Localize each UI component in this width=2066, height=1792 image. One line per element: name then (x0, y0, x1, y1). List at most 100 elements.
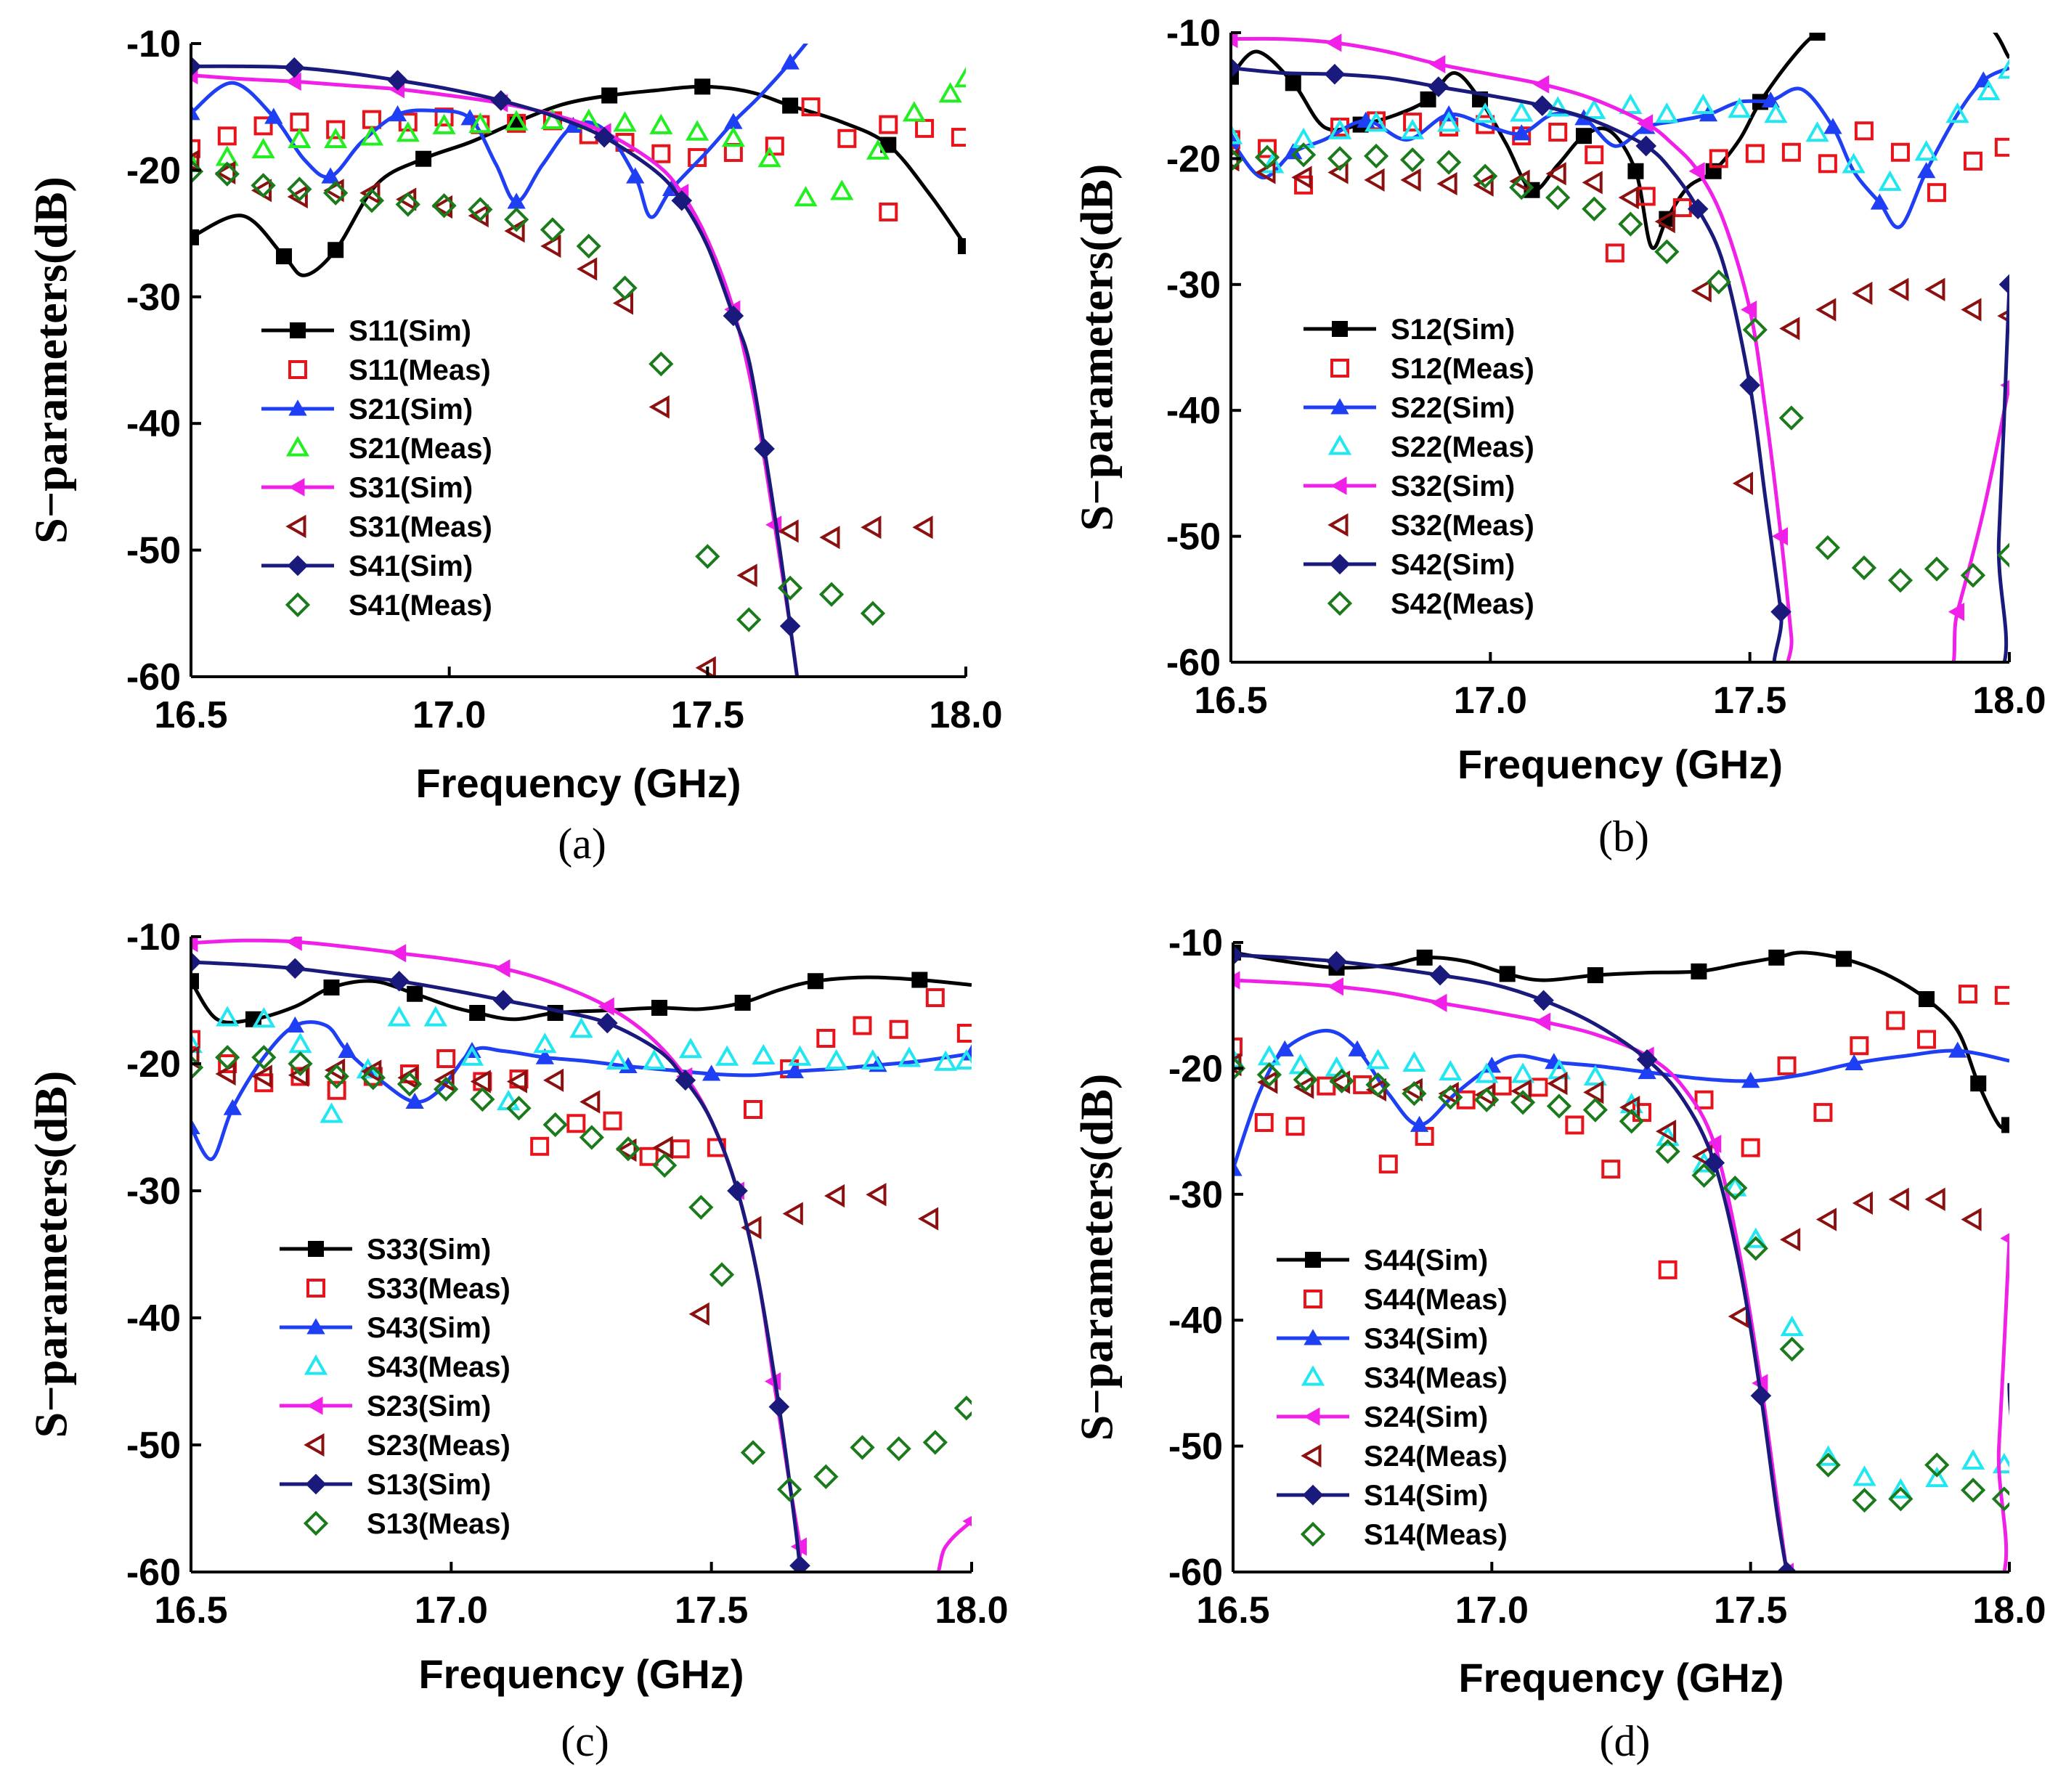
data-point (1428, 76, 1449, 97)
data-point (724, 113, 743, 129)
data-point (1473, 102, 1497, 123)
data-point (1365, 1072, 1391, 1098)
data-point (925, 988, 945, 1007)
data-point (1476, 115, 1495, 134)
data-point (1456, 1090, 1476, 1109)
data-point (880, 137, 897, 153)
data-point (830, 179, 854, 200)
data-point (191, 151, 203, 173)
data-point (1764, 102, 1788, 123)
data-point (1231, 147, 1244, 173)
legend-label: S14(Meas) (1364, 1519, 1508, 1551)
chart-panel-d: 16.5 17.0 17.5 18.0 -10 -20 -30 -40 -50 -60 Freque… (1071, 922, 2046, 1765)
legend-item: S42(Sim) (1304, 549, 1515, 581)
data-point (1585, 145, 1604, 165)
data-point (1231, 33, 1238, 49)
data-point (1997, 58, 2009, 79)
data-point (1655, 102, 1679, 123)
data-point (1402, 1051, 1426, 1072)
data-point (1779, 317, 1800, 341)
data-point (1961, 1207, 1982, 1231)
chart-panel-a: 16.5 17.0 17.5 18.0 -10 -20 -30 -40 -50 -60 Freque… (25, 23, 1003, 868)
y-tick-label: -50 (1166, 516, 1221, 558)
data-point (1378, 1154, 1398, 1174)
legend-marker (1301, 1365, 1325, 1386)
data-point (566, 1114, 586, 1133)
data-point (214, 161, 240, 187)
y-tick-label: -40 (126, 403, 181, 445)
data-point (866, 1183, 887, 1207)
data-point (1998, 274, 2009, 296)
data-point (911, 972, 928, 988)
data-point (323, 980, 340, 995)
legend-item: S21(Sim) (261, 394, 473, 425)
y-tick-label: -50 (126, 530, 181, 572)
data-point (1691, 1162, 1717, 1188)
series-line (1231, 36, 2009, 662)
data-point (1431, 993, 1447, 1012)
data-point (1818, 154, 1837, 174)
data-point (389, 970, 410, 992)
legend-marker (304, 1433, 325, 1457)
data-point (1994, 137, 2009, 157)
series-s11-sim (191, 78, 966, 277)
x-tick-label: 18.0 (935, 1589, 1008, 1632)
data-point (1545, 162, 1566, 186)
data-point (507, 192, 526, 209)
data-point (1365, 111, 1388, 132)
plot-area (1231, 33, 2009, 662)
data-point (1655, 1139, 1680, 1164)
data-point (917, 1207, 939, 1231)
y-tick-label: -20 (1168, 1048, 1223, 1090)
data-point (616, 1138, 637, 1162)
data-point (577, 108, 601, 129)
data-point (1805, 121, 1829, 142)
data-point (1329, 1070, 1351, 1094)
data-point (1815, 535, 1840, 561)
data-point (1400, 147, 1426, 173)
legend-label: S11(Sim) (349, 315, 471, 347)
series-line (191, 64, 800, 677)
data-point (530, 1136, 550, 1156)
data-point (1890, 142, 1910, 162)
legend-label: S21(Meas) (349, 433, 492, 465)
data-point (642, 1048, 666, 1070)
legend-marker (1327, 590, 1353, 616)
data-point (288, 1051, 313, 1077)
data-point (320, 1102, 343, 1123)
data-point (431, 193, 457, 219)
legend-marker (1327, 434, 1352, 455)
series-line (191, 938, 972, 1572)
data-point (782, 1202, 803, 1226)
data-point (736, 607, 762, 632)
data-point (1654, 239, 1680, 264)
legend-item: S13(Meas) (303, 1508, 511, 1540)
data-point (494, 959, 511, 978)
legend: S12(Sim) S12(Meas) S22(Sim) S22(Meas) S32(Si… (1304, 314, 1534, 620)
legend-marker (285, 514, 306, 539)
data-point (721, 126, 745, 147)
data-point (1363, 143, 1389, 169)
data-point (1918, 991, 1935, 1008)
data-point (1728, 1304, 1749, 1329)
data-point (1779, 1228, 1801, 1252)
legend-marker (1304, 1329, 1322, 1345)
data-point (470, 1086, 495, 1112)
data-point (287, 184, 308, 209)
data-point (777, 1477, 802, 1502)
legend-marker (285, 436, 310, 457)
data-point (1691, 963, 1707, 980)
series-s41-meas (191, 159, 886, 632)
data-point (579, 1090, 601, 1114)
x-tick-label: 17.5 (671, 694, 744, 736)
legend: S11(Sim) S11(Meas) S21(Sim) S21(Meas) S31(Si… (261, 315, 492, 622)
data-point (1231, 57, 1242, 78)
series-line (1233, 1028, 2009, 1170)
legend-label: S23(Sim) (367, 1390, 491, 1422)
data-point (1728, 97, 1752, 118)
data-point (694, 78, 711, 95)
legend-label: S12(Meas) (1391, 353, 1534, 385)
data-point (388, 105, 407, 122)
data-point (1977, 79, 2001, 100)
data-point (765, 137, 784, 156)
